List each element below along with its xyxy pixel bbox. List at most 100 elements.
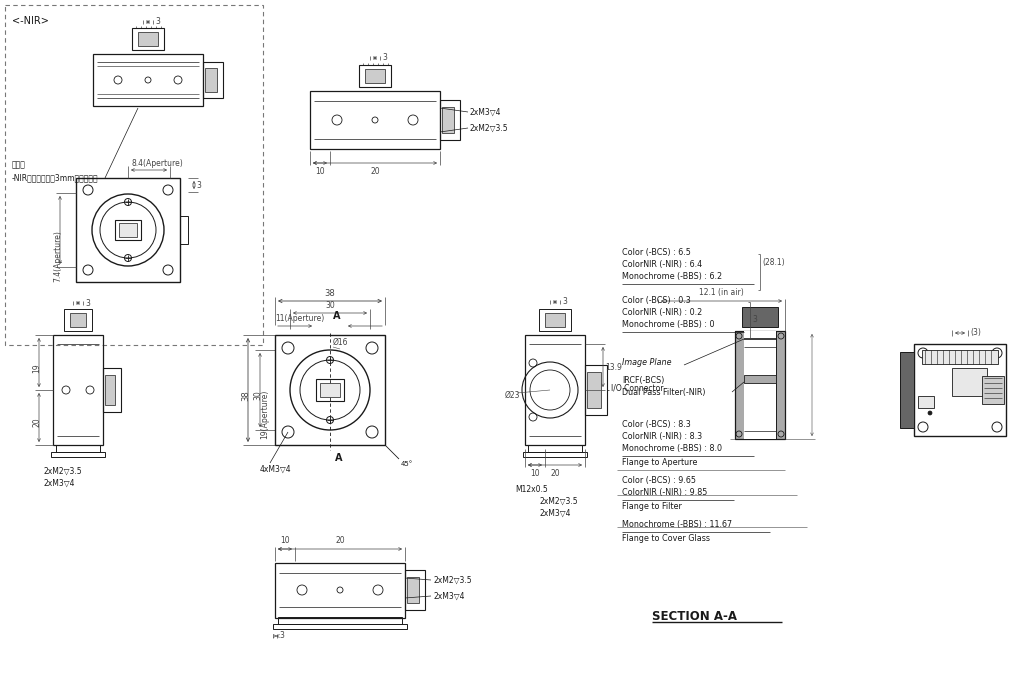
Text: Color (-BCS) : 9.65: Color (-BCS) : 9.65 <box>622 476 696 485</box>
Text: 38: 38 <box>324 289 336 298</box>
Text: ColorNIR (-NIR) : 9.85: ColorNIR (-NIR) : 9.85 <box>622 488 708 497</box>
Text: 13.9: 13.9 <box>605 363 622 372</box>
Bar <box>275 563 405 618</box>
Bar <box>53 335 103 445</box>
Bar <box>205 68 217 92</box>
Text: ColorNIR (-NIR) : 0.2: ColorNIR (-NIR) : 0.2 <box>622 308 702 317</box>
Text: Monochrome (-BBS) : 0: Monochrome (-BBS) : 0 <box>622 320 715 329</box>
Text: A: A <box>335 453 343 463</box>
Text: M12x0.5: M12x0.5 <box>515 485 548 494</box>
Text: 2xM3▽4: 2xM3▽4 <box>470 108 502 116</box>
Bar <box>900 352 914 428</box>
Bar <box>587 372 600 408</box>
Text: 2xM2▽3.5: 2xM2▽3.5 <box>43 467 81 476</box>
Text: A: A <box>333 311 341 321</box>
Bar <box>56 445 100 452</box>
Bar <box>585 365 607 415</box>
Bar <box>407 577 419 603</box>
Bar <box>320 383 340 397</box>
Text: 2xM3▽4: 2xM3▽4 <box>433 592 465 601</box>
Bar <box>442 107 454 133</box>
Text: 3: 3 <box>154 18 160 27</box>
Bar <box>5 5 263 345</box>
Text: Flange to Filter: Flange to Filter <box>622 502 682 511</box>
Text: 10: 10 <box>315 167 324 176</box>
Text: Monochrome (-BBS) : 8.0: Monochrome (-BBS) : 8.0 <box>622 444 722 453</box>
Bar <box>523 452 587 457</box>
Text: Monochrome (-BBS) : 6.2: Monochrome (-BBS) : 6.2 <box>622 272 722 281</box>
Text: ColorNIR (-NIR) : 6.4: ColorNIR (-NIR) : 6.4 <box>622 260 702 269</box>
Text: 3: 3 <box>382 53 387 62</box>
Text: 20: 20 <box>33 417 41 426</box>
Text: 30: 30 <box>253 390 263 400</box>
Bar <box>278 617 402 624</box>
Bar <box>982 376 1004 404</box>
Text: Flange to Cover Glass: Flange to Cover Glass <box>622 534 710 543</box>
Text: Color (-BCS) : 0.3: Color (-BCS) : 0.3 <box>622 296 691 305</box>
Bar <box>914 344 1006 436</box>
Bar <box>316 379 344 401</box>
Bar <box>359 65 391 87</box>
Bar <box>528 445 582 452</box>
Text: 12.1 (in air): 12.1 (in air) <box>698 288 744 297</box>
Text: 3: 3 <box>196 181 201 190</box>
Text: ColorNIR (-NIR) : 8.3: ColorNIR (-NIR) : 8.3 <box>622 432 702 441</box>
Bar <box>744 331 776 439</box>
Bar <box>776 331 785 439</box>
Bar <box>273 624 407 629</box>
Bar <box>405 570 425 610</box>
Bar <box>922 350 998 364</box>
Text: 19: 19 <box>33 363 41 372</box>
Text: 7.4(Aperture): 7.4(Aperture) <box>54 230 63 282</box>
Text: I/O Connector: I/O Connector <box>611 384 663 393</box>
Text: 2xM3▽4: 2xM3▽4 <box>540 509 572 518</box>
Text: Ø16: Ø16 <box>333 338 348 347</box>
Text: 2xM2▽3.5: 2xM2▽3.5 <box>433 575 472 584</box>
Bar <box>545 313 565 327</box>
Text: 4xM3▽4: 4xM3▽4 <box>260 465 291 474</box>
Text: SECTION A-A: SECTION A-A <box>652 610 737 623</box>
Text: 30: 30 <box>325 301 335 310</box>
Bar <box>132 28 164 50</box>
Bar <box>735 331 744 439</box>
Bar <box>64 309 92 331</box>
Bar <box>119 223 137 237</box>
Bar <box>203 62 224 98</box>
Text: Color (-BCS) : 8.3: Color (-BCS) : 8.3 <box>622 420 691 429</box>
Text: 3: 3 <box>279 631 284 640</box>
Bar <box>440 100 460 140</box>
Text: 38: 38 <box>241 390 250 400</box>
Bar <box>742 307 778 327</box>
Bar <box>138 32 158 46</box>
Text: 20: 20 <box>550 469 560 478</box>
Bar <box>93 54 203 106</box>
Text: -NIRは識別形状が3mmオフセット: -NIRは識別形状が3mmオフセット <box>12 173 99 182</box>
Text: 2xM2▽3.5: 2xM2▽3.5 <box>470 123 509 132</box>
Text: 10: 10 <box>530 469 540 478</box>
Text: (3): (3) <box>970 328 981 337</box>
Text: （注）: （注） <box>12 160 26 169</box>
Text: Flange to Aperture: Flange to Aperture <box>622 458 697 467</box>
Bar <box>115 220 141 240</box>
Text: 11(Aperture): 11(Aperture) <box>275 314 324 323</box>
Text: 20: 20 <box>335 536 345 545</box>
Bar <box>52 452 105 457</box>
Bar <box>103 368 121 412</box>
Text: Dual Pass Filter(-NIR): Dual Pass Filter(-NIR) <box>622 388 706 397</box>
Bar <box>952 368 987 396</box>
Text: 2xM3▽4: 2xM3▽4 <box>43 479 74 488</box>
Bar <box>525 335 585 445</box>
Text: 20: 20 <box>370 167 380 176</box>
Text: 2xM2▽3.5: 2xM2▽3.5 <box>540 497 579 506</box>
Text: Image Plane: Image Plane <box>622 358 672 367</box>
Text: 8.4(Aperture): 8.4(Aperture) <box>131 159 182 168</box>
Text: Color (-BCS) : 6.5: Color (-BCS) : 6.5 <box>622 248 691 257</box>
Text: Monochrome (-BBS) : 11.67: Monochrome (-BBS) : 11.67 <box>622 520 732 529</box>
Bar <box>76 178 180 282</box>
Text: 45°: 45° <box>401 461 413 467</box>
Bar <box>70 313 85 327</box>
Circle shape <box>928 411 932 415</box>
Bar <box>735 331 785 439</box>
Bar <box>539 309 571 331</box>
Text: Ø23: Ø23 <box>505 391 520 400</box>
